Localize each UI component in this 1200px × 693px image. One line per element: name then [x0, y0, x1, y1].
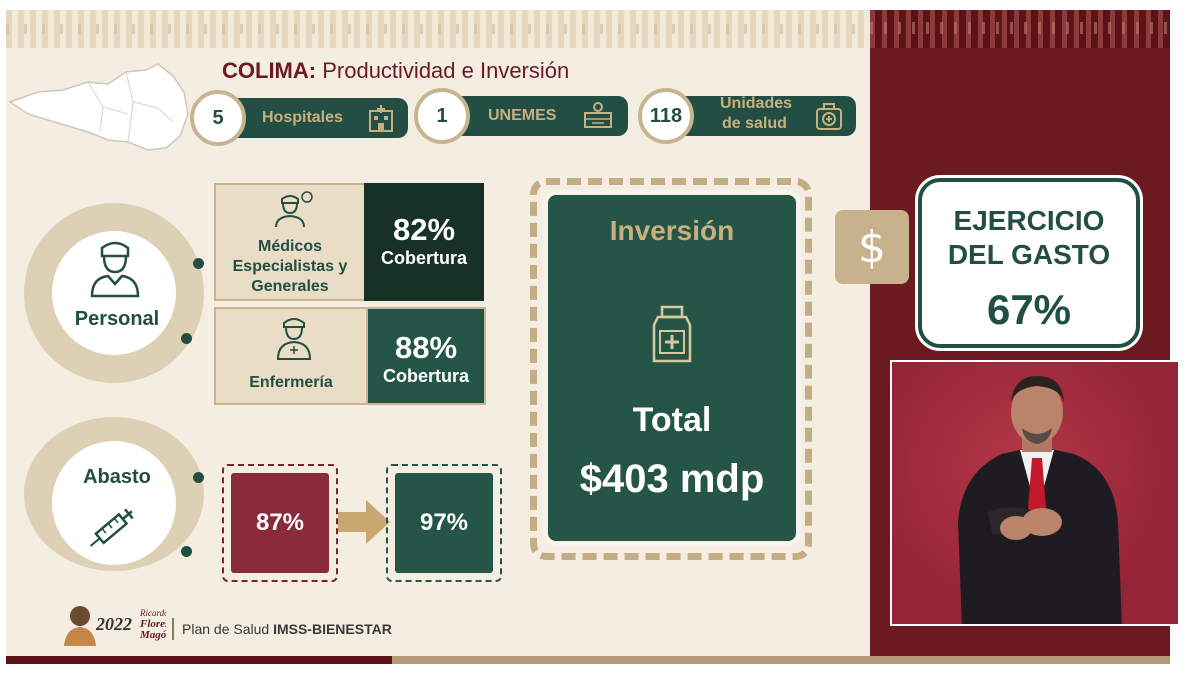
svg-text:Ricardo: Ricardo	[139, 608, 166, 618]
hospital-icon	[369, 105, 393, 132]
stat-label-line2: de salud	[722, 115, 787, 132]
abasto-before-value: 87%	[231, 473, 329, 573]
interpreter-figure	[958, 376, 1122, 624]
gasto-title-line2: DEL GASTO	[947, 239, 1111, 270]
svg-text:2022: 2022	[95, 614, 132, 634]
gasto-title: EJERCICIO DEL GASTO	[922, 204, 1136, 272]
colima-map-icon	[8, 63, 189, 151]
stat-value: 118	[638, 88, 694, 144]
enfermeria-pct: 88%	[394, 330, 458, 365]
interpreter-video	[890, 360, 1180, 626]
decorative-pattern-band	[6, 24, 870, 34]
dollar-icon: $	[835, 210, 909, 284]
bottom-strip	[392, 656, 1170, 664]
enfermeria-label: Enfermería	[249, 374, 333, 391]
stat-value: 1	[414, 88, 470, 144]
health-unit-icon	[816, 103, 842, 130]
stat-value: 5	[190, 90, 246, 146]
enfermeria-card: Enfermería	[214, 307, 368, 405]
footer-prefix: Plan de Salud	[182, 621, 270, 637]
arrow-right-icon	[338, 500, 390, 544]
stat-label-line1: Unidades	[720, 95, 793, 112]
footer-divider	[172, 618, 174, 640]
medicos-label-line3: Generales	[251, 278, 329, 295]
abasto-after-value: 97%	[395, 473, 493, 573]
syringe-icon	[89, 508, 134, 547]
gasto-title-line1: EJERCICIO	[953, 205, 1105, 236]
connector-dot	[181, 546, 192, 557]
page-title: COLIMA: Productividad e Inversión	[222, 58, 569, 84]
svg-text:Flores: Flores	[139, 618, 166, 630]
stat-label: UNEMES	[488, 107, 557, 124]
nurse-icon	[276, 318, 312, 360]
medicos-cobertura: Cobertura	[380, 248, 467, 268]
stat-label: Hospitales	[262, 109, 343, 126]
stat-unemes: 1 UNEMES	[414, 88, 628, 144]
gasto-card: EJERCICIO DEL GASTO 67%	[918, 178, 1140, 348]
title-state: COLIMA:	[222, 58, 317, 83]
abasto-before-frame	[222, 464, 338, 582]
medicos-card: Médicos Especialistas y Generales	[214, 183, 366, 301]
doctor-icon	[275, 191, 313, 228]
footer-text: Plan de Salud IMSS-BIENESTAR	[182, 621, 392, 637]
abasto-after-frame	[386, 464, 502, 582]
footer-brand: IMSS-BIENESTAR	[273, 621, 392, 637]
gasto-pct: 67%	[986, 286, 1072, 333]
stat-unidades-salud: 118 Unidades de salud	[638, 88, 856, 144]
inversion-frame	[530, 178, 812, 560]
doctor-icon	[90, 241, 140, 298]
medicos-label-line1: Médicos	[257, 238, 322, 255]
inversion-total-label: Total	[632, 401, 712, 439]
inversion-amount: $403 mdp	[579, 457, 765, 501]
unemes-icon	[584, 102, 612, 128]
medicos-coverage: 82% Cobertura	[364, 183, 484, 301]
stat-hospitales: 5 Hospitales	[190, 90, 408, 146]
medicos-label-line2: Especialistas y	[232, 258, 348, 275]
connector-dot	[181, 333, 192, 344]
bottom-strip	[6, 656, 392, 664]
enfermeria-cobertura: Cobertura	[382, 366, 469, 386]
connector-dot	[193, 472, 204, 483]
svg-text:Magón: Magón	[139, 629, 166, 641]
abasto-label: Abasto	[83, 466, 151, 488]
personal-ring	[24, 203, 204, 383]
personal-label: Personal	[74, 308, 160, 330]
abasto-ring	[24, 417, 204, 571]
ricardo-flores-magon-logo: 2022 Ricardo Flores Magón	[64, 606, 166, 646]
medicos-pct: 82%	[392, 212, 456, 247]
medicine-bottle-icon	[652, 305, 692, 363]
title-subtitle: Productividad e Inversión	[322, 58, 570, 83]
inversion-title: Inversión	[609, 215, 735, 246]
inversion-card: Inversión Total $403 mdp	[548, 195, 796, 541]
connector-dot	[193, 258, 204, 269]
enfermeria-coverage: 88% Cobertura	[366, 307, 486, 405]
decorative-pattern-band	[870, 22, 1170, 34]
